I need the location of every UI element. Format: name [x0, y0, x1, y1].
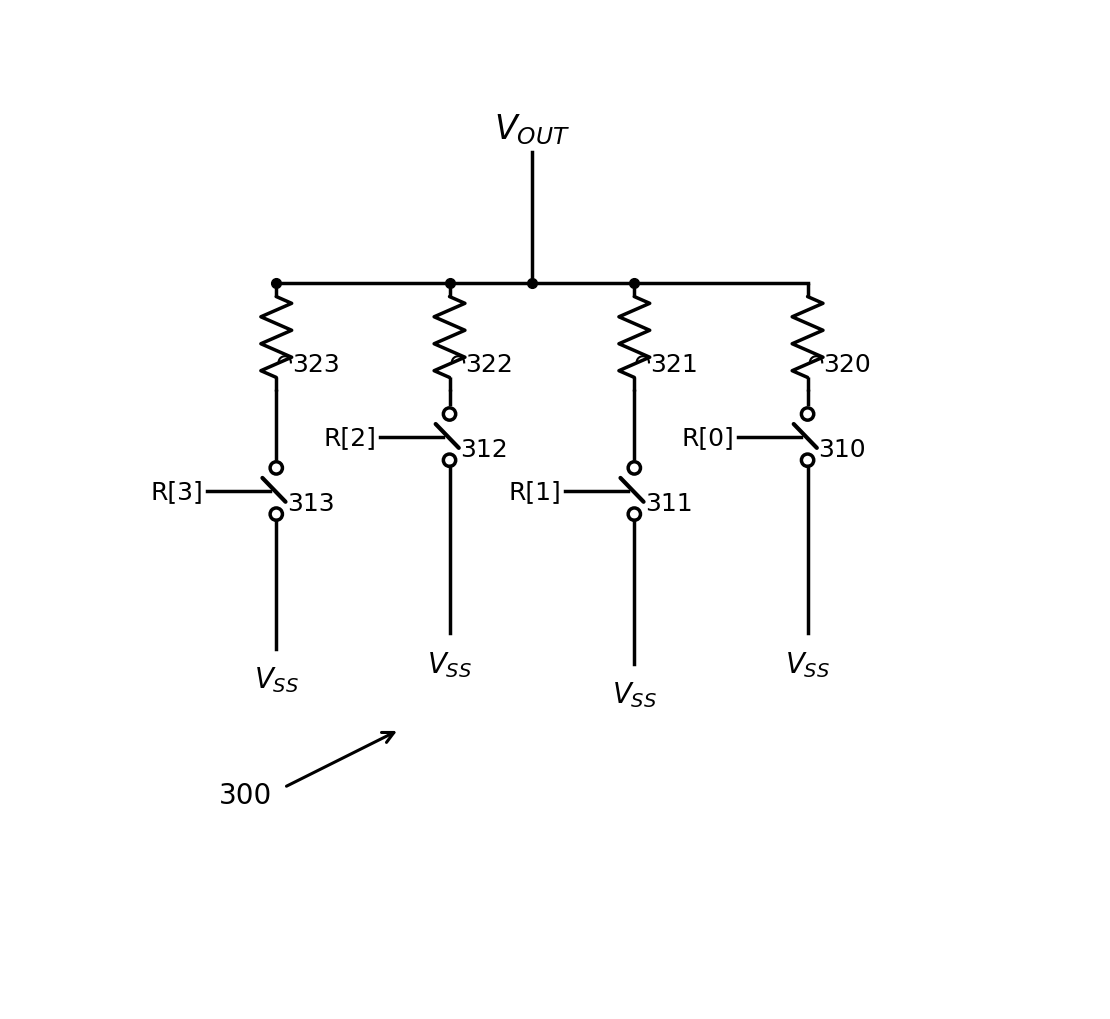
Text: 322: 322: [465, 353, 513, 377]
Text: $V_{SS}$: $V_{SS}$: [785, 649, 830, 679]
Text: $V_{SS}$: $V_{SS}$: [612, 680, 657, 710]
Text: 321: 321: [649, 353, 697, 377]
Text: 311: 311: [645, 491, 693, 515]
Text: $V_{OUT}$: $V_{OUT}$: [494, 112, 569, 147]
Text: 320: 320: [823, 353, 870, 377]
Text: 310: 310: [818, 437, 866, 462]
Text: 300: 300: [219, 782, 272, 809]
Text: $V_{SS}$: $V_{SS}$: [427, 649, 472, 679]
Text: R[0]: R[0]: [682, 426, 735, 449]
Text: R[2]: R[2]: [323, 426, 376, 449]
Text: 313: 313: [287, 491, 335, 515]
Text: R[3]: R[3]: [150, 480, 203, 503]
Text: $V_{SS}$: $V_{SS}$: [254, 664, 299, 694]
Text: 323: 323: [292, 353, 340, 377]
Text: R[1]: R[1]: [508, 480, 562, 503]
Text: 312: 312: [461, 437, 508, 462]
